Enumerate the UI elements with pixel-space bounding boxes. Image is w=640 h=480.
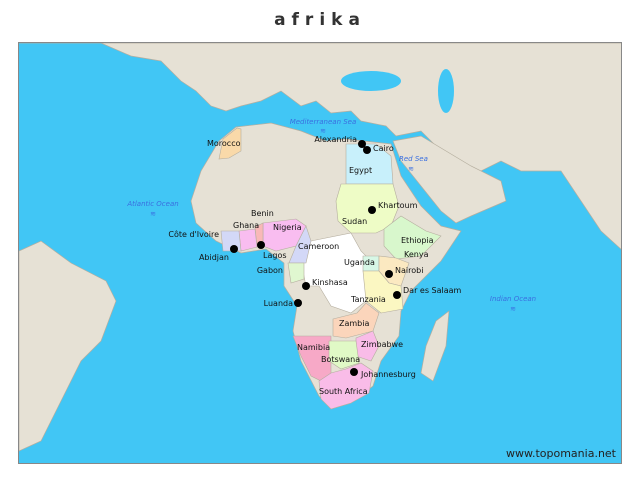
arabia-land	[392, 135, 507, 224]
eurasia-land	[19, 43, 621, 250]
marker-alexandria[interactable]	[358, 140, 366, 148]
sea-label: Atlantic Ocean	[126, 200, 178, 208]
label-ethiopia: Ethiopia	[401, 236, 434, 245]
madagascar-land	[420, 310, 450, 382]
africa-map[interactable]: Mediterranean Sea ≋ Red Sea ≋ Atlantic O…	[19, 43, 622, 464]
country-botswana[interactable]	[328, 340, 360, 370]
sea-label: Red Sea	[399, 155, 428, 163]
label-cameroon: Cameroon	[298, 242, 339, 251]
label-tanzania: Tanzania	[350, 295, 386, 304]
country-sudan[interactable]	[335, 183, 400, 234]
sea-red: Red Sea ≋	[399, 155, 428, 173]
label-khartoum: Khartoum	[378, 201, 418, 210]
marker-abidjan[interactable]	[230, 245, 238, 253]
marker-luanda[interactable]	[294, 299, 302, 307]
marker-nairobi[interactable]	[385, 270, 393, 278]
country-egypt[interactable]	[345, 143, 394, 185]
waves-icon: ≋	[320, 127, 326, 135]
map-title: afrika	[274, 10, 366, 30]
country-morocco[interactable]	[218, 127, 242, 160]
label-namibia: Namibia	[297, 343, 330, 352]
label-uganda: Uganda	[344, 258, 375, 267]
label-benin: Benin	[251, 209, 274, 218]
label-gabon: Gabon	[257, 266, 283, 275]
label-dar-es-salaam: Dar es Salaam	[403, 286, 462, 295]
map-frame[interactable]: Mediterranean Sea ≋ Red Sea ≋ Atlantic O…	[18, 42, 622, 464]
sea-label: Indian Ocean	[490, 295, 536, 303]
country-zambia[interactable]	[332, 302, 380, 339]
label-nairobi: Nairobi	[395, 266, 423, 275]
label-kinshasa: Kinshasa	[312, 278, 348, 287]
label-south-africa: South Africa	[319, 387, 368, 396]
waves-icon: ≋	[510, 305, 516, 313]
caspian-sea	[438, 69, 454, 113]
sea-indian: Indian Ocean ≋	[490, 295, 536, 313]
country-cameroon[interactable]	[288, 225, 312, 264]
label-luanda: Luanda	[264, 299, 293, 308]
label-sudan: Sudan	[342, 217, 367, 226]
marker-johannesburg[interactable]	[350, 368, 358, 376]
waves-icon: ≋	[150, 210, 156, 218]
marker-dar-es-salaam[interactable]	[393, 291, 401, 299]
label-botswana: Botswana	[321, 355, 360, 364]
label-zimbabwe: Zimbabwe	[361, 340, 403, 349]
label-morocco: Morocco	[207, 139, 241, 148]
label-zambia: Zambia	[339, 319, 369, 328]
marker-cairo[interactable]	[363, 146, 371, 154]
label-johannesburg: Johannesburg	[360, 370, 416, 379]
country-gabon[interactable]	[287, 262, 305, 284]
label-cairo: Cairo	[373, 144, 394, 153]
country-tanzania[interactable]	[362, 270, 404, 314]
marker-lagos[interactable]	[257, 241, 265, 249]
label-lagos: Lagos	[263, 251, 287, 260]
label-ghana: Ghana	[233, 221, 259, 230]
country-ethiopia[interactable]	[383, 215, 442, 260]
city-markers	[230, 140, 401, 376]
label-nigeria: Nigeria	[273, 223, 302, 232]
country-ghana[interactable]	[238, 228, 258, 252]
marker-kinshasa[interactable]	[302, 282, 310, 290]
black-sea	[341, 71, 401, 91]
credit-link[interactable]: www.topomania.net	[505, 447, 616, 460]
marker-khartoum[interactable]	[368, 206, 376, 214]
label-cote-divoire: Côte d'Ivoire	[168, 229, 219, 239]
country-drc	[300, 232, 374, 314]
south-america-land	[19, 240, 117, 452]
sea-mediterranean: Mediterranean Sea ≋	[290, 118, 357, 135]
label-alexandria: Alexandria	[314, 135, 357, 144]
sea-label: Mediterranean Sea	[290, 118, 357, 126]
label-egypt: Egypt	[349, 166, 372, 175]
sea-atlantic: Atlantic Ocean ≋	[126, 200, 178, 218]
label-kenya: Kenya	[404, 250, 429, 259]
country-south-africa[interactable]	[318, 362, 374, 410]
label-abidjan: Abidjan	[199, 253, 229, 262]
waves-icon: ≋	[408, 165, 414, 173]
